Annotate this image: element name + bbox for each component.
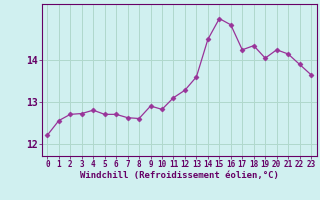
X-axis label: Windchill (Refroidissement éolien,°C): Windchill (Refroidissement éolien,°C) — [80, 171, 279, 180]
